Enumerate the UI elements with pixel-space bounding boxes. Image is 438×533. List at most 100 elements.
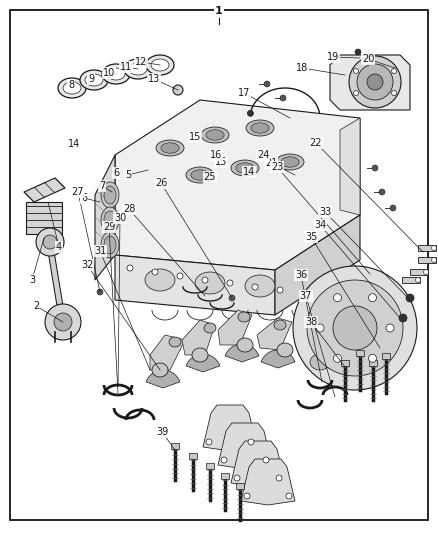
Circle shape xyxy=(252,284,258,290)
Circle shape xyxy=(399,314,407,322)
Circle shape xyxy=(392,69,396,74)
Circle shape xyxy=(368,354,377,362)
Polygon shape xyxy=(275,215,360,315)
Ellipse shape xyxy=(152,363,168,377)
Ellipse shape xyxy=(107,68,125,80)
Text: 6: 6 xyxy=(81,193,87,203)
Ellipse shape xyxy=(274,320,286,330)
Circle shape xyxy=(431,246,437,251)
Text: 17: 17 xyxy=(238,88,250,98)
Polygon shape xyxy=(203,405,257,451)
Bar xyxy=(382,353,390,359)
Ellipse shape xyxy=(201,127,229,143)
Circle shape xyxy=(293,266,417,390)
Circle shape xyxy=(234,475,240,481)
Circle shape xyxy=(277,287,283,293)
Ellipse shape xyxy=(245,275,275,297)
Polygon shape xyxy=(150,335,185,370)
Circle shape xyxy=(173,85,183,95)
Text: 18: 18 xyxy=(296,63,308,73)
Ellipse shape xyxy=(85,74,103,86)
Text: 2: 2 xyxy=(33,301,39,311)
Circle shape xyxy=(372,165,378,171)
Text: 22: 22 xyxy=(310,138,322,148)
Polygon shape xyxy=(231,441,285,487)
Bar xyxy=(410,269,428,275)
Circle shape xyxy=(353,91,358,95)
Text: 15: 15 xyxy=(215,157,227,167)
Circle shape xyxy=(416,278,420,282)
Polygon shape xyxy=(115,100,360,270)
Text: 3: 3 xyxy=(29,275,35,285)
Ellipse shape xyxy=(251,123,269,133)
Circle shape xyxy=(43,235,57,249)
Text: 9: 9 xyxy=(88,74,94,84)
Ellipse shape xyxy=(129,63,147,75)
Ellipse shape xyxy=(101,182,119,208)
Wedge shape xyxy=(225,344,259,362)
Text: 19: 19 xyxy=(327,52,339,62)
Text: 7: 7 xyxy=(99,181,105,191)
Circle shape xyxy=(202,277,208,283)
Bar xyxy=(26,202,62,234)
Ellipse shape xyxy=(151,59,169,71)
Ellipse shape xyxy=(124,59,152,79)
Circle shape xyxy=(244,493,250,499)
Text: 11: 11 xyxy=(120,62,132,72)
Text: 15: 15 xyxy=(189,132,201,142)
Text: 27: 27 xyxy=(72,187,84,197)
Text: 13: 13 xyxy=(148,74,160,84)
Circle shape xyxy=(280,95,286,101)
Ellipse shape xyxy=(206,130,224,140)
Circle shape xyxy=(177,273,183,279)
Ellipse shape xyxy=(192,348,208,362)
Ellipse shape xyxy=(156,140,184,156)
Bar xyxy=(221,473,229,479)
Circle shape xyxy=(45,304,81,340)
Circle shape xyxy=(431,257,437,262)
Text: 5: 5 xyxy=(125,170,131,180)
Circle shape xyxy=(316,324,324,332)
Ellipse shape xyxy=(145,269,175,291)
Polygon shape xyxy=(218,423,272,469)
Ellipse shape xyxy=(276,154,304,170)
Circle shape xyxy=(392,91,396,95)
Text: 1: 1 xyxy=(216,7,222,17)
Ellipse shape xyxy=(204,323,216,333)
Circle shape xyxy=(54,313,72,331)
Circle shape xyxy=(97,289,103,295)
Text: 26: 26 xyxy=(155,178,167,188)
Text: 38: 38 xyxy=(305,317,317,327)
Ellipse shape xyxy=(246,120,274,136)
Bar xyxy=(369,360,377,366)
Polygon shape xyxy=(330,55,410,110)
Ellipse shape xyxy=(104,236,116,254)
Ellipse shape xyxy=(102,64,130,84)
Ellipse shape xyxy=(310,354,330,370)
Bar xyxy=(171,443,179,449)
Text: 31: 31 xyxy=(94,246,106,256)
Text: 33: 33 xyxy=(319,207,331,217)
Circle shape xyxy=(227,280,233,286)
Text: 24: 24 xyxy=(257,150,269,160)
Circle shape xyxy=(286,493,292,499)
Text: 1: 1 xyxy=(215,6,223,16)
Text: 16: 16 xyxy=(210,150,222,160)
Text: 34: 34 xyxy=(314,220,326,230)
Ellipse shape xyxy=(238,312,250,322)
Circle shape xyxy=(368,294,377,302)
Circle shape xyxy=(355,49,361,55)
Polygon shape xyxy=(218,310,252,345)
Bar xyxy=(189,453,197,459)
Text: 1: 1 xyxy=(215,8,223,18)
Text: 20: 20 xyxy=(362,54,374,64)
Bar xyxy=(356,350,364,356)
Circle shape xyxy=(127,265,133,271)
Text: 35: 35 xyxy=(305,232,317,242)
Circle shape xyxy=(379,189,385,195)
Circle shape xyxy=(264,81,270,87)
Circle shape xyxy=(263,457,269,463)
Ellipse shape xyxy=(169,337,181,347)
Ellipse shape xyxy=(236,163,254,173)
Ellipse shape xyxy=(58,78,86,98)
